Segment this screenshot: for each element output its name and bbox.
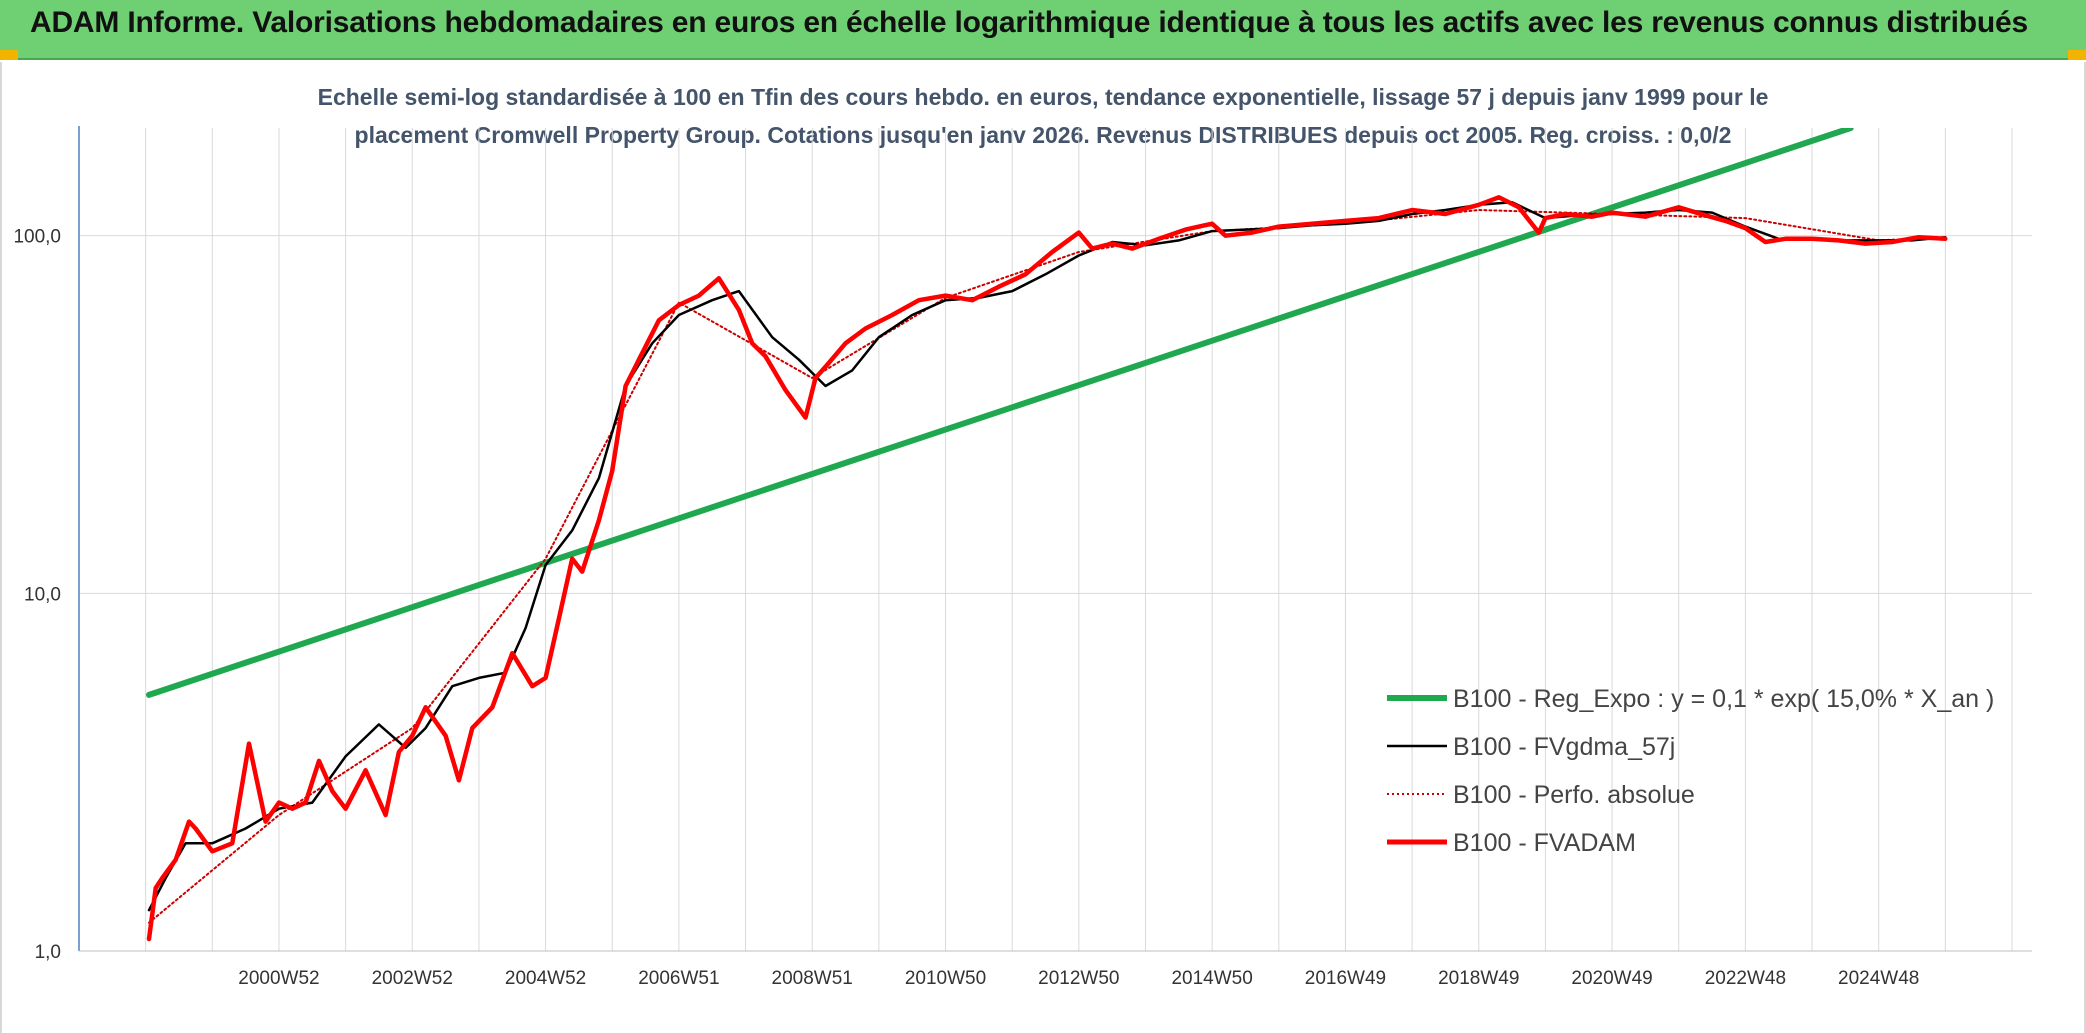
- x-tick-label: 2006W51: [638, 968, 719, 989]
- x-tick-label: 2022W48: [1705, 968, 1786, 989]
- legend-item-perfo-label: B100 - Perfo. absolue: [1453, 781, 1695, 809]
- corner-mark-right: [2068, 50, 2086, 60]
- fvadam-line: [146, 195, 1948, 942]
- y-tick-label: 1,0: [35, 942, 61, 963]
- axes: 1,0 10,0 100,0 2000W52 2002W52 2004W52 2006W51…: [13, 126, 2032, 989]
- report-banner: ADAM Informe. Valorisations hebdomadaire…: [0, 0, 2086, 60]
- x-tick-label: 2010W50: [905, 968, 986, 989]
- gridlines: [79, 128, 2032, 952]
- y-tick-label: 10,0: [24, 584, 61, 605]
- report-title: ADAM Informe. Valorisations hebdomadaire…: [30, 6, 2028, 39]
- chart-title-line-2: placement Cromwell Property Group. Cotat…: [355, 122, 1732, 148]
- corner-mark-left: [0, 50, 18, 60]
- legend-item-fvadam-label: B100 - FVADAM: [1453, 829, 1636, 857]
- y-tick-label: 100,0: [13, 227, 61, 248]
- x-tick-label: 2024W48: [1838, 968, 1919, 989]
- x-tick-label: 2016W49: [1305, 968, 1386, 989]
- x-tick-label: 2008W51: [772, 968, 853, 989]
- chart-title: Echelle semi-log standardisée à 100 en T…: [318, 84, 1769, 148]
- series-layer: [146, 128, 1948, 942]
- perfo-absolue-line: [148, 209, 1947, 924]
- x-tick-label: 2002W52: [372, 968, 453, 989]
- chart-svg: Echelle semi-log standardisée à 100 en T…: [13, 84, 2032, 989]
- chart-title-line-1: Echelle semi-log standardisée à 100 en T…: [318, 84, 1769, 110]
- chart-area: Echelle semi-log standardisée à 100 en T…: [0, 62, 2086, 1033]
- x-tick-label: 2020W49: [1571, 968, 1652, 989]
- x-tick-label: 2014W50: [1171, 968, 1252, 989]
- x-tick-label: 2000W52: [238, 968, 319, 989]
- regression-line: [146, 128, 1854, 698]
- x-tick-label: 2012W50: [1038, 968, 1119, 989]
- legend-item-fvgdma-label: B100 - FVgdma_57j: [1453, 733, 1675, 761]
- legend-item-regression-label: B100 - Reg_Expo : y = 0,1 * exp( 15,0% *…: [1453, 685, 1994, 713]
- legend: B100 - Reg_Expo : y = 0,1 * exp( 15,0% *…: [1387, 685, 1994, 857]
- x-tick-label: 2018W49: [1438, 968, 1519, 989]
- x-tick-label: 2004W52: [505, 968, 586, 989]
